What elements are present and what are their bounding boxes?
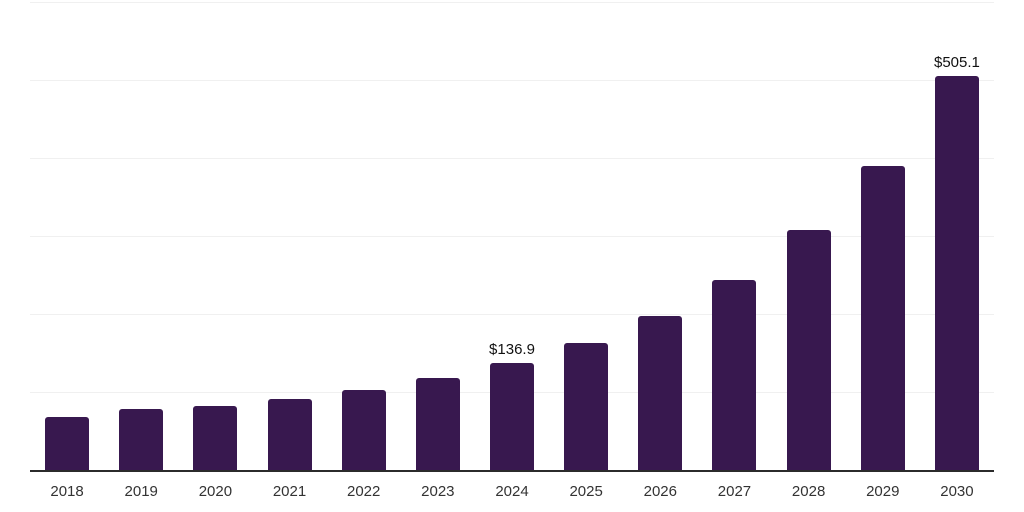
x-axis-label-2020: 2020 <box>198 483 233 500</box>
x-axis-label-2024: 2024 <box>495 483 529 500</box>
x-axis-label-2027: 2027 <box>717 483 752 500</box>
x-axis-label-2029: 2029 <box>866 483 900 500</box>
x-axis-line <box>30 470 994 472</box>
bar-2024 <box>490 363 534 470</box>
bar-2023 <box>415 378 460 470</box>
bar-2021 <box>267 399 312 470</box>
bar-2022 <box>341 390 386 470</box>
bar-2018 <box>45 416 90 470</box>
x-axis-label-2028: 2028 <box>791 483 826 500</box>
x-axis-label-2019: 2019 <box>124 483 158 500</box>
bar-2025 <box>564 343 609 470</box>
bar-2029 <box>860 165 905 470</box>
gridline <box>30 80 994 81</box>
gridline <box>30 158 994 159</box>
gridline <box>30 314 994 315</box>
plot-area: $136.9 $505.1 <box>30 2 994 472</box>
x-axis-label-2023: 2023 <box>421 483 455 500</box>
bar-2020 <box>193 406 238 470</box>
x-axis-label-2030: 2030 <box>940 483 974 500</box>
bar-value-label-2024: $136.9 <box>489 341 535 359</box>
gridline <box>30 2 994 3</box>
x-axis-label-2022: 2022 <box>347 483 381 500</box>
x-axis-label-2018: 2018 <box>50 483 84 500</box>
x-axis-label-2021: 2021 <box>272 483 307 500</box>
x-axis-label-2025: 2025 <box>569 483 603 500</box>
bar-value-label-2030: $505.1 <box>933 54 980 72</box>
bar-2030 <box>934 76 979 470</box>
gridline <box>30 236 994 237</box>
bar-2028 <box>786 230 831 470</box>
bar-2027 <box>712 280 757 470</box>
bar-2019 <box>119 409 164 470</box>
x-axis-label-2026: 2026 <box>643 483 677 500</box>
bar-2026 <box>638 316 683 470</box>
